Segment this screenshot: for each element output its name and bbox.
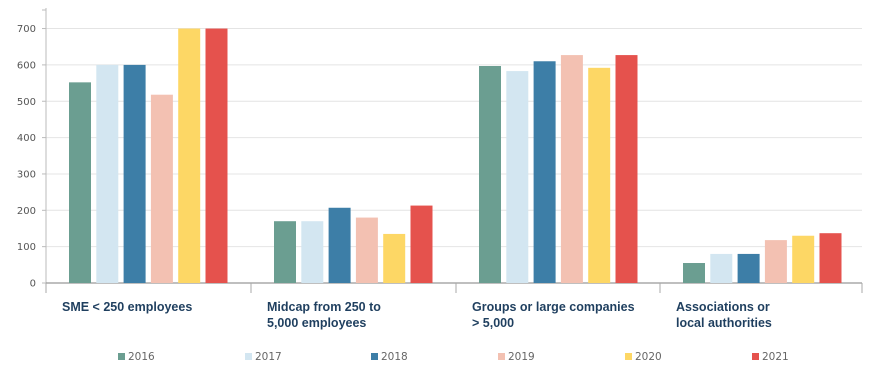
bar-2021-1 [410, 205, 433, 283]
category-label: Groups or large companies [472, 300, 635, 314]
legend-label-2021: 2021 [762, 351, 789, 363]
bar-2018-1 [328, 207, 351, 283]
legend-swatch-2016 [118, 353, 125, 360]
legend-swatch-2017 [245, 353, 252, 360]
bar-2020-0 [178, 28, 201, 283]
category-label: Midcap from 250 to [267, 300, 381, 314]
bar-2016-0 [69, 82, 91, 284]
bar-2021-2 [615, 55, 638, 284]
bar-2019-0 [150, 94, 173, 283]
bar-2018-3 [737, 253, 760, 283]
bars [69, 28, 842, 284]
y-tick-label: 700 [17, 24, 36, 35]
legend-swatch-2019 [498, 353, 505, 360]
legend-label-2019: 2019 [508, 351, 535, 363]
y-tick-label: 100 [17, 242, 36, 253]
bar-2016-1 [274, 221, 296, 283]
legend-label-2017: 2017 [255, 351, 282, 363]
category-labels: SME < 250 employees Midcap from 250 to 5,0… [62, 300, 772, 330]
bar-2021-3 [819, 233, 842, 283]
category-label: > 5,000 [472, 316, 514, 330]
legend-swatch-2020 [625, 353, 632, 360]
bar-2017-1 [301, 221, 324, 283]
y-tick-label: 500 [17, 97, 36, 108]
legend-label-2016: 2016 [128, 351, 155, 363]
bar-2016-2 [479, 65, 501, 283]
bar-2018-0 [123, 64, 146, 284]
bar-2018-2 [533, 61, 556, 283]
y-tick-label: 600 [17, 60, 36, 71]
bar-2017-2 [506, 71, 529, 283]
y-tick-label: 300 [17, 169, 36, 180]
bar-2017-3 [710, 253, 733, 283]
legend-swatch-2018 [371, 353, 378, 360]
bar-2019-1 [355, 217, 378, 283]
legend-label-2018: 2018 [381, 351, 408, 363]
bar-2016-3 [683, 263, 705, 283]
category-label: SME < 250 employees [62, 300, 192, 314]
bar-2020-1 [383, 233, 406, 283]
bar-2021-0 [205, 28, 228, 283]
y-tick-label: 0 [30, 279, 36, 290]
bar-2020-3 [792, 235, 815, 283]
legend: 2016 2017 2018 2019 2020 2021 [118, 351, 789, 363]
bar-2019-3 [764, 240, 787, 283]
bar-2020-2 [588, 67, 611, 283]
category-label: Associations or [676, 300, 770, 314]
legend-label-2020: 2020 [635, 351, 662, 363]
bar-2017-0 [96, 64, 119, 284]
bar-2019-2 [560, 55, 583, 284]
legend-swatch-2021 [752, 353, 759, 360]
category-label: 5,000 employees [267, 316, 366, 330]
category-label: local authorities [676, 316, 772, 330]
y-tick-label: 200 [17, 206, 36, 217]
y-tick-label: 400 [17, 133, 36, 144]
